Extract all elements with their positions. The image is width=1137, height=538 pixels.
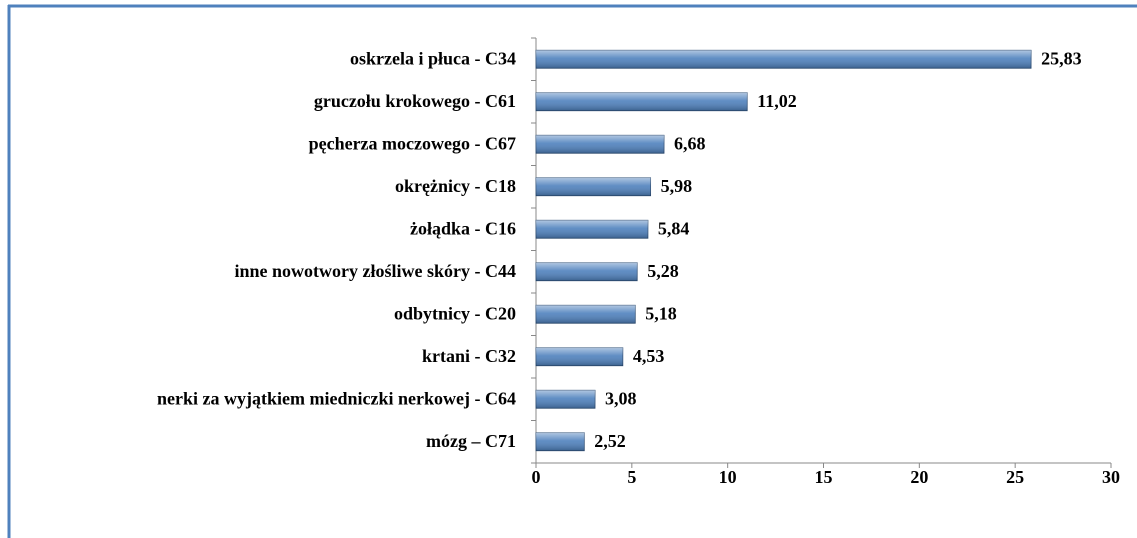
value-label: 5,18 [645,303,677,323]
bar-shine [536,92,748,111]
y-tick-label: odbytnicy - C20 [394,303,516,323]
y-tick-label: okrężnicy - C18 [395,176,516,196]
x-tick-label: 25 [1006,467,1024,487]
y-tick-label: inne nowotwory złośliwe skóry - C44 [235,261,517,281]
bar-shine [536,347,623,366]
value-label: 3,08 [605,388,637,408]
value-label: 11,02 [757,91,797,111]
value-label: 5,28 [647,261,679,281]
x-tick-label: 5 [627,467,636,487]
y-tick-label: nerki za wyjątkiem miedniczki nerkowej -… [157,388,516,408]
value-label: 25,83 [1041,48,1082,68]
x-tick-label: 10 [719,467,737,487]
y-tick-label: oskrzela i płuca - C34 [350,48,516,68]
y-tick-label: krtani - C32 [422,346,516,366]
value-label: 5,98 [661,176,693,196]
x-tick-label: 20 [910,467,928,487]
bar-shine [536,432,585,451]
bar-shine [536,135,665,154]
bar-shine [536,50,1032,69]
y-tick-label: mózg – C71 [426,431,516,451]
bar-shine [536,305,636,324]
value-label: 5,84 [658,218,690,238]
bar-shine [536,177,651,196]
value-label: 6,68 [674,133,706,153]
value-label: 2,52 [594,431,626,451]
y-tick-label: gruczołu krokowego - C61 [314,91,516,111]
y-tick-label: pęcherza moczowego - C67 [309,133,516,153]
x-tick-label: 30 [1102,467,1120,487]
x-tick-label: 0 [532,467,541,487]
value-label: 4,53 [633,346,665,366]
x-tick-label: 15 [815,467,833,487]
bar-shine [536,390,596,409]
bar-shine [536,220,648,239]
bar-shine [536,262,638,281]
y-tick-label: żołądka - C16 [410,218,516,238]
